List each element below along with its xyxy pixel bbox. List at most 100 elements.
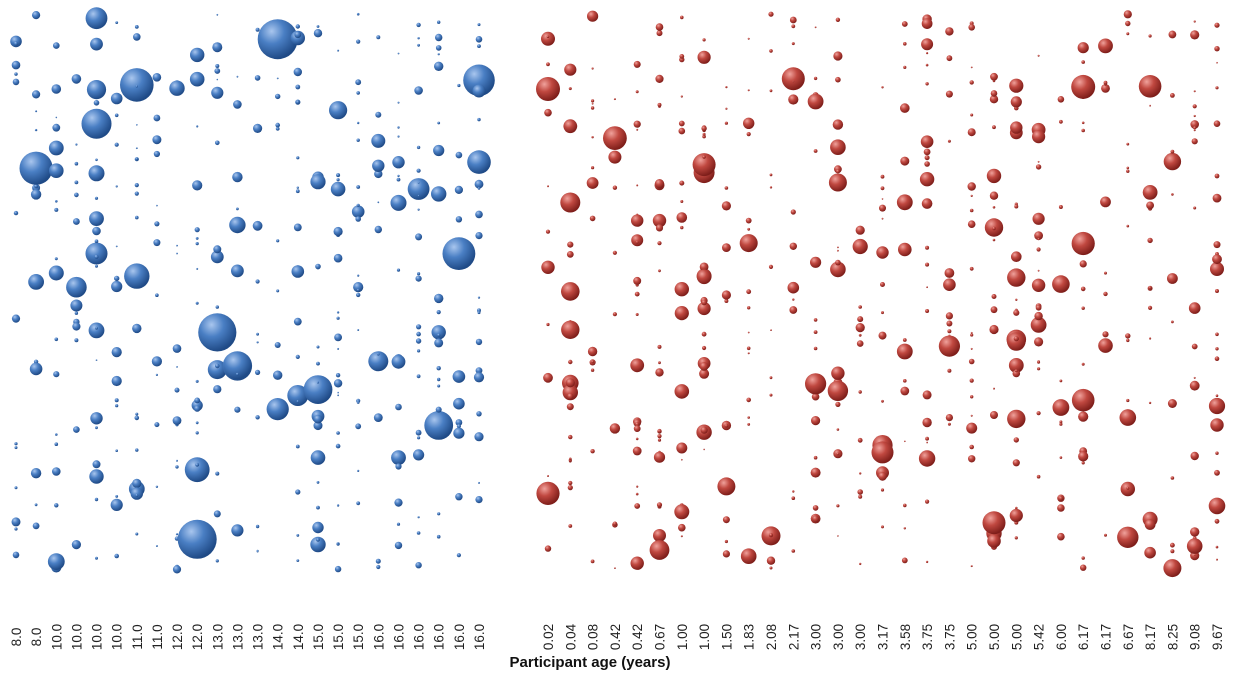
bubble-R-30-24 [1208,497,1226,515]
bubble-R-7-2 [699,368,710,379]
bubble-L-10-6 [212,42,223,53]
bubble-L-14-3 [293,67,302,77]
bubble-R-8-6 [724,121,729,125]
bubble-L-5-0 [111,375,122,387]
bubble-R-1-15 [568,434,573,440]
bubble-L-4-14 [89,211,104,227]
bubble-L-2-16 [55,116,58,119]
bubble-L-20-2 [416,324,422,330]
bubble-R-10-9 [769,49,773,53]
bubble-L-22-3 [456,424,461,429]
bubble-L-6-8 [135,448,139,452]
bubble-R-5-10 [657,241,662,246]
bubble-R-17-4 [922,417,932,428]
tick-label-R-6: 1.00 [675,624,690,650]
bubble-L-5-5 [114,553,119,559]
bubble-R-16-1 [900,156,910,166]
bubble-R-6-9 [674,282,689,297]
bubble-L-6-21 [135,412,139,416]
bubble-R-25-0 [1103,291,1108,297]
bubble-R-3-7 [612,250,618,255]
bubble-L-17-8 [356,185,361,189]
bubble-R-12-6 [813,346,818,351]
bubble-R-10-3 [769,173,773,177]
bubble-L-12-4 [255,524,260,529]
bubble-L-4-1 [85,242,108,265]
bubble-L-15-6 [316,345,320,349]
bubble-L-18-7 [375,558,381,564]
bubble-R-23-3 [1052,275,1070,293]
bubble-R-7-11 [701,299,707,306]
bubble-R-22-13 [1035,164,1042,170]
bubble-L-6-18 [130,487,143,500]
bubble-L-17-19 [356,292,361,298]
bubble-L-3-13 [74,192,79,198]
tick-label-R-20: 5.00 [987,624,1002,650]
bubble-L-21-17 [437,20,441,24]
tick-label-R-28: 8.25 [1165,624,1180,650]
bubble-R-13-7 [835,17,841,22]
bubble-L-5-13 [114,142,119,147]
bubble-R-11-0 [792,298,795,301]
bubble-R-29-17 [1193,376,1196,379]
bubble-R-23-10 [1058,496,1064,501]
bubble-L-7-8 [155,373,158,376]
bubble-R-29-8 [1193,126,1197,130]
bubble-R-23-6 [1059,379,1063,383]
bubble-L-10-10 [213,385,222,394]
bubble-L-18-1 [374,169,383,179]
bubble-L-12-7 [256,550,259,553]
bubble-R-17-17 [919,172,935,187]
bubble-R-30-18 [1213,120,1221,127]
tick-label-L-6: 11.0 [130,624,145,649]
bubble-L-10-4 [198,313,237,352]
bubble-L-21-7 [435,45,442,51]
bubble-R-17-5 [924,161,930,167]
bubble-R-24-17 [1081,556,1085,560]
tick-label-L-3: 10.0 [69,624,84,650]
bubble-R-20-2 [993,387,995,390]
bubble-R-21-6 [1011,251,1022,262]
bubble-R-1-23 [566,403,574,411]
bubble-L-13-7 [275,93,281,100]
bubble-L-6-22 [132,323,142,334]
bubble-L-11-10 [234,406,241,413]
bubble-L-0-2 [13,41,19,46]
bubble-L-2-5 [48,265,64,281]
bubble-R-5-9 [656,30,663,37]
bubble-L-15-13 [310,536,326,553]
bubble-R-26-5 [1126,398,1130,403]
bubble-L-9-15 [195,242,199,246]
bubble-R-1-13 [561,282,580,301]
bubble-R-26-0 [1126,142,1130,146]
bubble-L-20-13 [416,168,421,173]
bubble-R-30-10 [1208,397,1226,415]
bubble-R-14-10 [858,494,863,499]
bubble-R-20-21 [991,294,997,299]
bubble-L-17-3 [356,203,360,207]
bubble-L-14-2 [293,317,302,326]
bubble-R-30-20 [1214,22,1220,28]
bubble-L-1-7 [31,90,41,99]
bubble-R-19-13 [970,565,973,568]
tick-label-L-11: 13.0 [230,624,245,650]
bubble-L-4-11 [92,460,101,469]
bubble-R-17-9 [926,286,928,289]
bubble-R-14-0 [857,437,863,443]
bubble-R-4-24 [635,240,639,244]
bubble-R-21-8 [1010,96,1022,108]
bubble-R-16-3 [903,527,906,530]
bubble-L-3-6 [74,338,79,343]
bubble-R-13-14 [836,428,840,431]
bubble-R-27-11 [1144,519,1156,530]
bubble-R-7-10 [703,448,705,451]
bubble-R-19-10 [966,422,978,434]
bubble-L-19-9 [394,498,403,507]
bubble-L-19-11 [397,126,400,129]
bubble-L-22-6 [454,185,463,194]
bubble-R-15-12 [879,204,886,212]
bubble-L-22-7 [452,370,466,383]
bubble-R-22-17 [1031,278,1046,292]
bubble-L-19-13 [392,156,405,169]
tick-label-L-18: 16.0 [371,624,386,650]
